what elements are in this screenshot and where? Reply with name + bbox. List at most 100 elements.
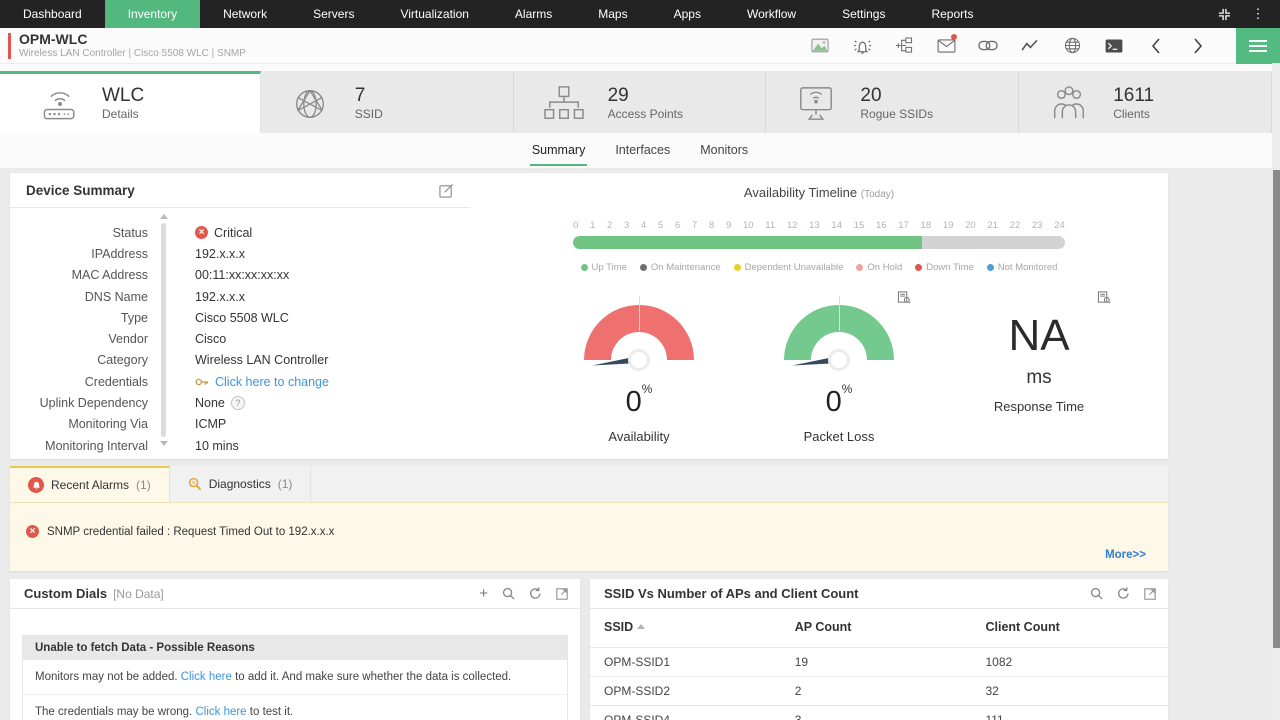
- legend-dot: [986, 264, 994, 271]
- test-credentials-link[interactable]: Click here: [195, 706, 247, 718]
- expand-icon[interactable]: [556, 587, 568, 600]
- refresh-icon[interactable]: [529, 587, 542, 600]
- collapse-fullscreen-icon[interactable]: [1214, 4, 1234, 24]
- ssid-table-panel: SSID Vs Number of APs and Client Count: [590, 579, 1168, 720]
- no-data-badge: [No Data]: [113, 586, 164, 601]
- help-icon[interactable]: ?: [230, 396, 245, 411]
- page-scrollbar-thumb[interactable]: [1273, 170, 1280, 648]
- mail-notification-dot: [951, 33, 957, 40]
- link-icon[interactable]: [978, 36, 998, 56]
- timeline-hour-label: 21: [987, 220, 998, 231]
- timeline-hour-label: 13: [809, 220, 820, 231]
- alarm-badge-icon: [28, 477, 44, 493]
- no-data-message: Unable to fetch Data - Possible Reasons …: [22, 635, 568, 720]
- tab-monitors[interactable]: Monitors: [700, 143, 749, 157]
- timeline-hour-label: 18: [920, 220, 932, 231]
- edit-icon[interactable]: [439, 183, 454, 198]
- nav-item-virtualization[interactable]: Virtualization: [400, 7, 469, 21]
- more-options-icon[interactable]: [1248, 4, 1268, 24]
- tab-summary[interactable]: Summary: [529, 135, 588, 166]
- people-icon: [1049, 85, 1097, 123]
- timeline-hour-label: 7: [692, 220, 698, 231]
- view-report-icon[interactable]: [1097, 291, 1111, 304]
- nav-item-dashboard[interactable]: Dashboard: [23, 7, 82, 21]
- reason-row: Monitors may not be added. Click here to…: [23, 660, 567, 695]
- menu-icon[interactable]: [1236, 27, 1280, 64]
- card-clients[interactable]: 1611 Clients: [1019, 71, 1272, 133]
- field-row: Monitoring Interval 10 mins: [45, 438, 239, 453]
- card-label: Clients: [1113, 107, 1150, 121]
- table-row[interactable]: OPM-SSID4 3 111: [590, 705, 1168, 720]
- card-rogue-ssids[interactable]: 20 Rogue SSIDs: [766, 71, 1020, 133]
- alarms-section: Recent Alarms(1) Diagnostics(1) SNMP cre…: [10, 466, 1168, 571]
- nav-item-servers[interactable]: Servers: [313, 7, 355, 21]
- nav-item-maps[interactable]: Maps: [598, 7, 628, 21]
- mail-icon[interactable]: [936, 33, 957, 56]
- table-row[interactable]: OPM-SSID2 2 32: [590, 676, 1168, 706]
- expand-icon[interactable]: [1144, 587, 1156, 600]
- legend-dot: [580, 264, 588, 271]
- timeline-hour-label: 2: [607, 220, 613, 231]
- nav-item-inventory[interactable]: Inventory: [104, 0, 201, 28]
- tab-recent-alarms[interactable]: Recent Alarms (1): [10, 466, 170, 502]
- view-report-icon[interactable]: [897, 291, 911, 304]
- card-wlc-details[interactable]: WLC Details: [0, 71, 261, 133]
- field-row: Vendor Cisco: [108, 332, 227, 347]
- device-name: OPM-WLC: [19, 31, 88, 47]
- field-row: Category Wireless LAN Controller: [97, 353, 329, 368]
- timeline-uptime-fill: [573, 236, 923, 249]
- add-dial-icon[interactable]: [479, 588, 488, 600]
- alarm-bell-icon[interactable]: [852, 36, 872, 56]
- add-monitor-link[interactable]: Click here: [180, 671, 232, 683]
- critical-alarm-icon: [26, 525, 39, 538]
- field-row: MAC Address 00:11:xx:xx:xx:xx: [71, 268, 290, 283]
- card-access-points[interactable]: 29 Access Points: [513, 71, 767, 133]
- search-icon[interactable]: [502, 587, 515, 600]
- tab-diagnostics[interactable]: Diagnostics (1): [170, 466, 312, 502]
- web-icon[interactable]: [1062, 36, 1082, 56]
- tab-interfaces[interactable]: Interfaces: [615, 143, 671, 157]
- timeline-hour-label: 23: [1031, 220, 1043, 231]
- card-value: 1611: [1113, 85, 1155, 106]
- nav-item-apps[interactable]: Apps: [673, 7, 701, 21]
- field-row: Uplink Dependency None ?: [10, 392, 470, 413]
- table-row[interactable]: OPM-SSID1 19 1082: [590, 647, 1168, 677]
- performance-graph-icon[interactable]: [1020, 36, 1040, 56]
- column-header-client-count[interactable]: Client Count: [985, 620, 1060, 634]
- detail-subtabs: Summary Interfaces Monitors: [0, 133, 1280, 168]
- search-icon[interactable]: [1090, 587, 1103, 600]
- timeline-hour-label: 8: [709, 220, 715, 231]
- nav-item-settings[interactable]: Settings: [842, 7, 886, 21]
- column-header-ssid[interactable]: SSID: [590, 609, 781, 648]
- card-value: WLC: [102, 85, 145, 106]
- nav-item-alarms[interactable]: Alarms: [514, 7, 553, 21]
- prev-icon[interactable]: [1146, 36, 1166, 56]
- device-topology-icon[interactable]: [894, 36, 914, 56]
- nav-item-network[interactable]: Network: [223, 7, 268, 21]
- column-header-ap-count[interactable]: AP Count: [794, 620, 852, 634]
- card-ssid[interactable]: 7 SSID: [260, 71, 514, 133]
- alarm-item[interactable]: SNMP credential failed : Request Timed O…: [26, 525, 1152, 538]
- page-scrollbar[interactable]: [1272, 63, 1280, 720]
- timeline-hour-label: 14: [831, 220, 842, 231]
- response-time-value: NA: [1008, 311, 1070, 360]
- nav-item-reports[interactable]: Reports: [931, 7, 974, 21]
- refresh-icon[interactable]: [1117, 587, 1130, 600]
- timeline-hour-label: 0: [573, 220, 579, 231]
- timeline-hour-label: 24: [1054, 220, 1065, 231]
- nav-item-workflow[interactable]: Workflow: [746, 7, 797, 21]
- field-row: Status Critical: [10, 222, 470, 243]
- terminal-icon[interactable]: [1104, 36, 1124, 56]
- next-icon[interactable]: [1188, 36, 1208, 56]
- fields-scrollbar[interactable]: [160, 214, 168, 447]
- alarms-more-link[interactable]: More>>: [1105, 549, 1146, 561]
- credentials-change-link[interactable]: Click here to change: [215, 374, 329, 389]
- field-row: Monitoring Via ICMP: [68, 417, 227, 432]
- status-value: Critical: [214, 225, 253, 240]
- snapshot-icon[interactable]: [810, 36, 830, 56]
- timeline-bar: [573, 236, 1065, 249]
- critical-status-icon: [195, 226, 208, 240]
- timeline-hour-label: 10: [743, 220, 754, 231]
- monitor-wifi-icon: [796, 85, 844, 123]
